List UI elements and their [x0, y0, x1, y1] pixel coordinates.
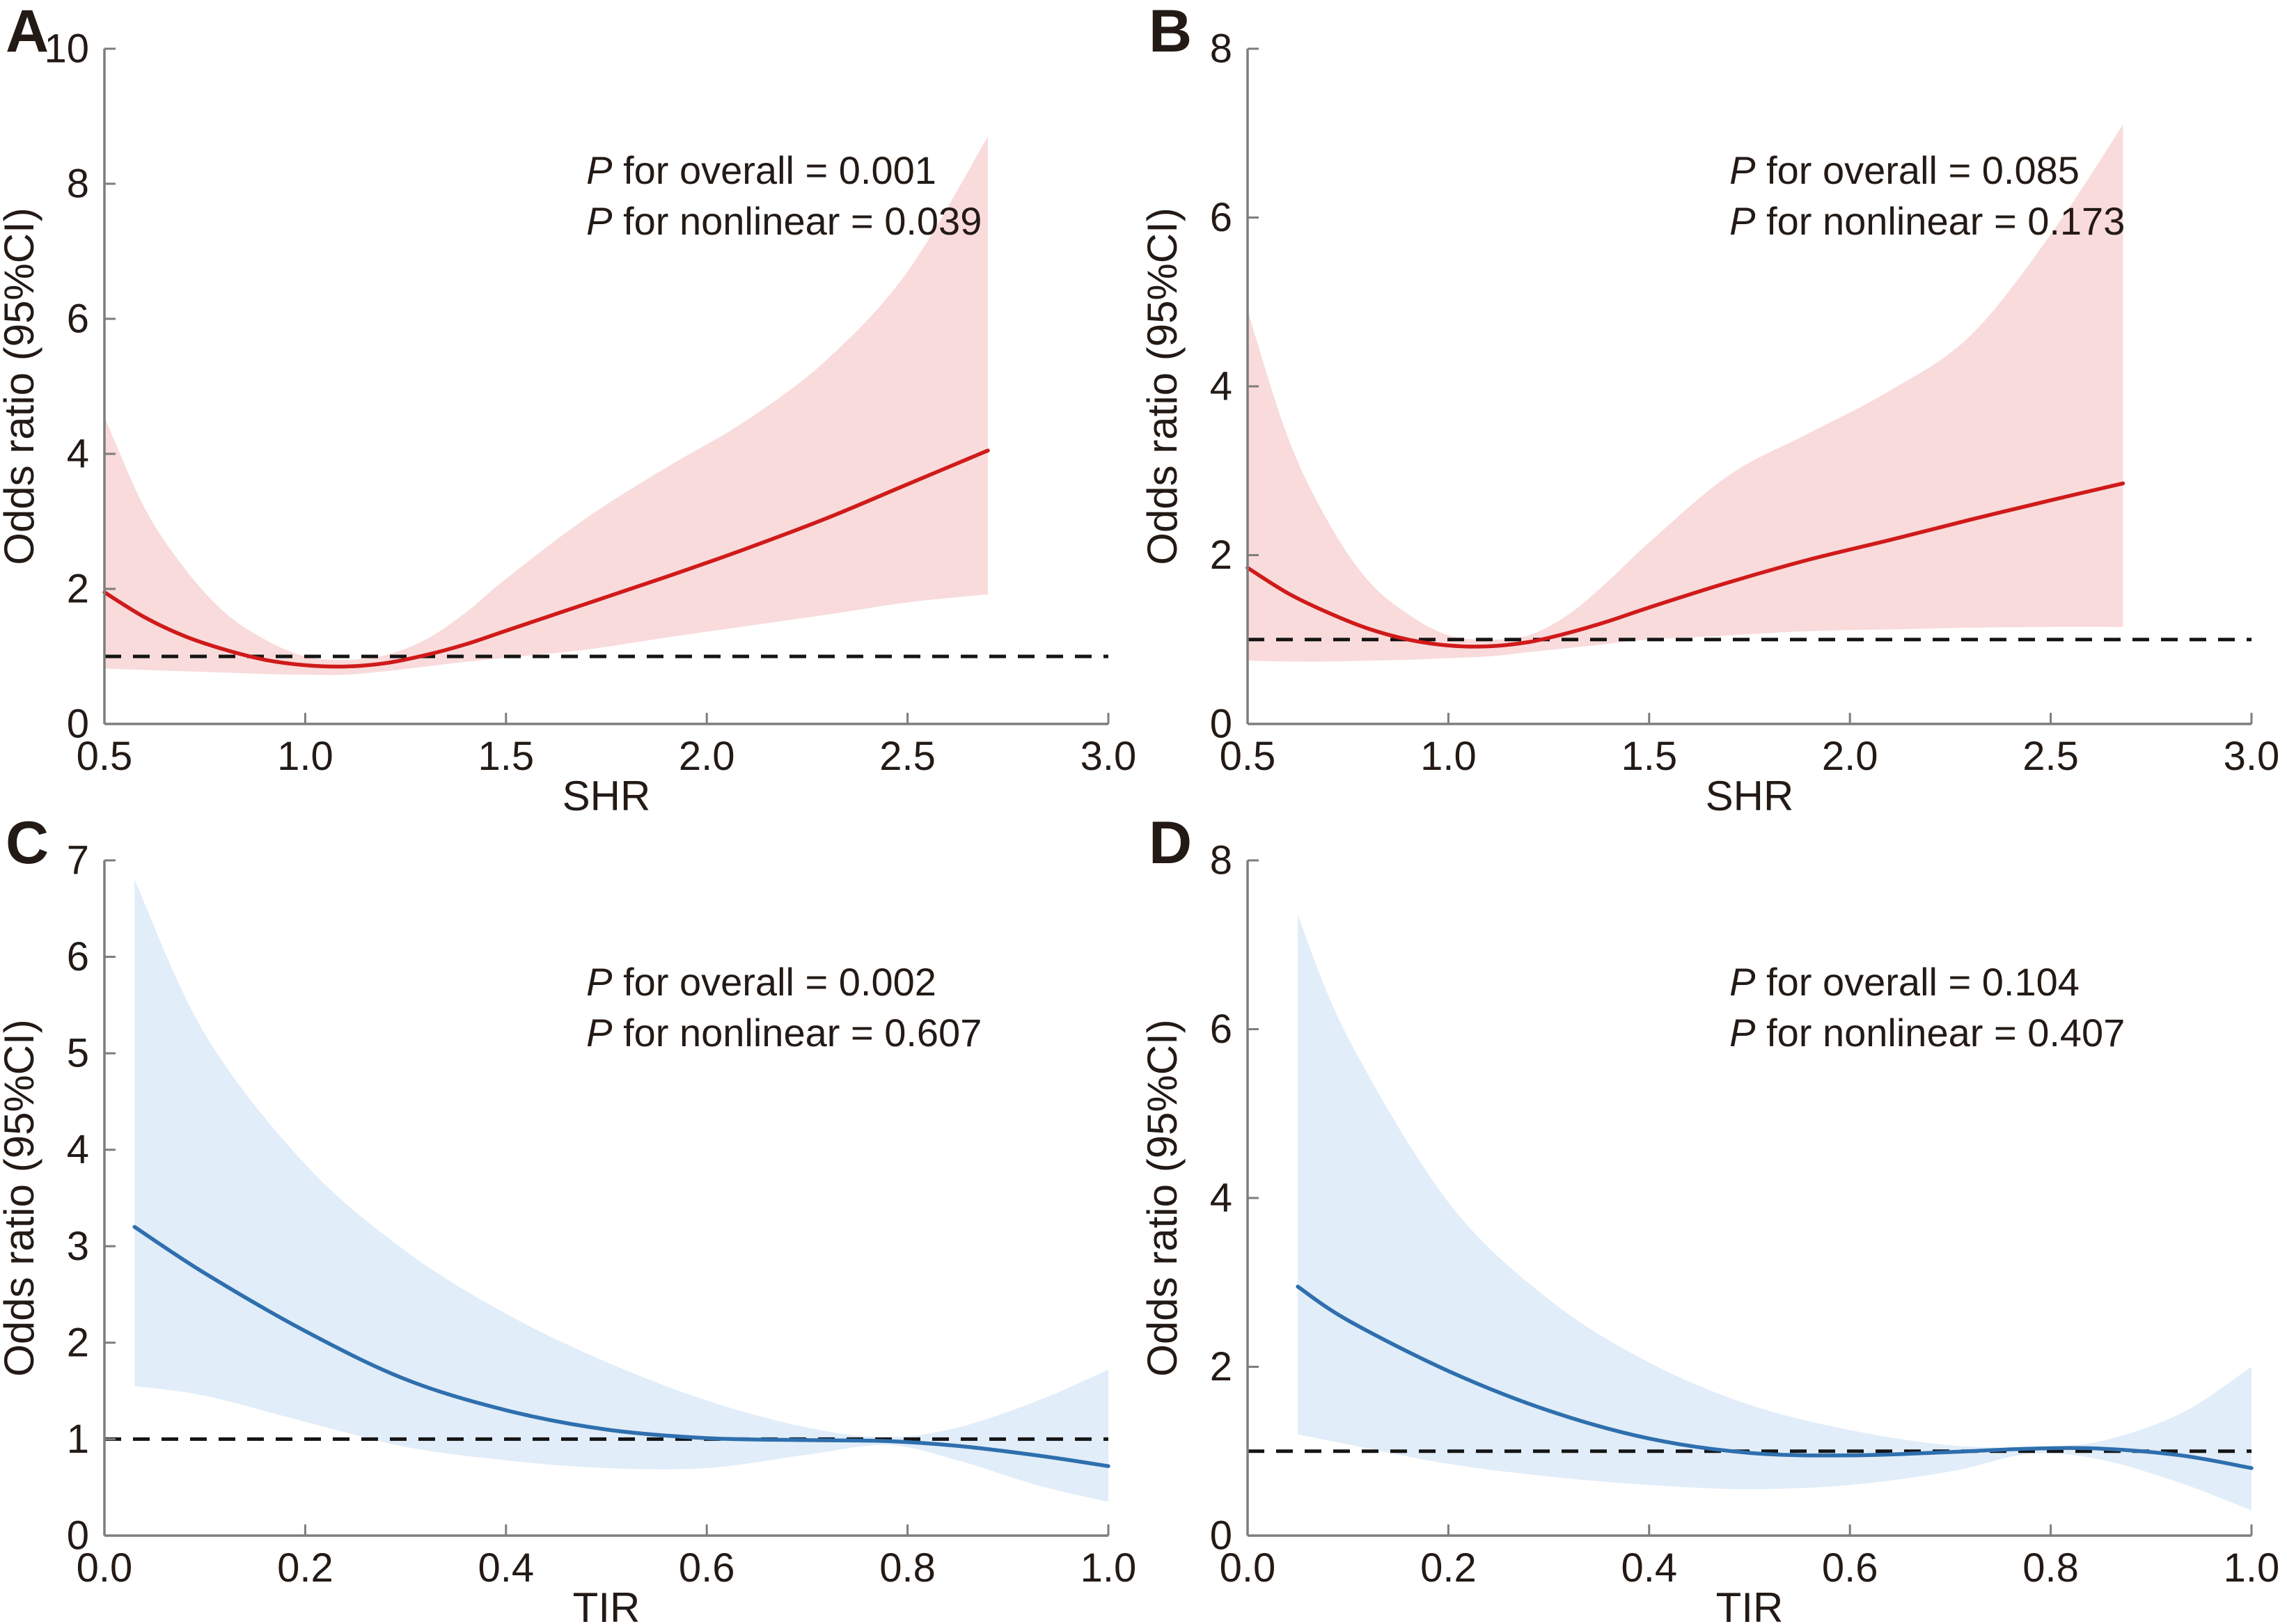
y-tick-label: 0	[1210, 702, 1232, 747]
y-tick-label: 8	[1210, 26, 1232, 72]
y-tick-label: 8	[67, 161, 89, 207]
x-tick-label: 3.0	[2224, 734, 2280, 779]
y-tick-label: 0	[67, 1513, 89, 1559]
y-tick-label: 6	[1210, 195, 1232, 240]
panel-d-chart: 0 2 4 6 8 0.0 0.2 0.4 0.6 0.8 1.0 TIR Odds ratio (95…	[1143, 838, 2280, 1624]
x-tick-label: 2.0	[1822, 734, 1878, 779]
panel-b-letter: B	[1149, 0, 1193, 65]
panel-c: C 0 1 2 3 4 5 6 7 0.0 0.2 0.4 0.6 0.8 1.0 TIR Odds rati…	[0, 812, 1143, 1624]
x-tick-label: 1.0	[1420, 734, 1477, 779]
y-tick-label: 2	[67, 567, 89, 612]
panel-c-letter: C	[6, 810, 49, 876]
y-axis-title: Odds ratio (95%CI)	[0, 1019, 42, 1377]
panel-a-letter: A	[6, 0, 49, 65]
x-tick-label: 0.6	[1822, 1545, 1878, 1591]
y-tick-label: 2	[1210, 533, 1232, 578]
or-curve	[1296, 1284, 2254, 1470]
y-tick-label: 7	[67, 838, 89, 883]
p-annotation: P for overall = 0.001	[586, 148, 936, 192]
y-tick-label: 5	[67, 1031, 89, 1076]
or-curve	[1245, 481, 2125, 649]
x-axis-title: TIR	[1716, 1584, 1784, 1623]
p-annotation: P for nonlinear = 0.039	[586, 199, 982, 243]
y-tick-label: 6	[67, 297, 89, 342]
y-tick-label: 4	[1210, 364, 1232, 409]
x-tick-label: 0.0	[77, 1545, 133, 1591]
p-annotation: P for overall = 0.104	[1729, 960, 2080, 1004]
y-tick-label: 0	[1210, 1513, 1232, 1559]
p-annotation: P for overall = 0.085	[1729, 148, 2080, 192]
panel-d-letter: D	[1149, 810, 1193, 876]
x-tick-label: 0.8	[2022, 1545, 2079, 1591]
panel-a-chart: 0 2 4 6 8 10 0.5 1.0 1.5 2.0 2.5 3.0 SHR Odds ratio (…	[0, 26, 1137, 812]
y-tick-label: 2	[67, 1320, 89, 1365]
panel-a: A 0 2 4 6 8 10 0.5 1.0 1.5 2.0 2.5 3.0 SHR Odds ratio…	[0, 0, 1143, 812]
y-axis-title: Odds ratio (95%CI)	[0, 207, 42, 565]
x-tick-label: 0.2	[1420, 1545, 1477, 1591]
ci-band	[134, 879, 1108, 1502]
panel-b-chart: 0 2 4 6 8 0.5 1.0 1.5 2.0 2.5 3.0 SHR Odds ratio (95…	[1143, 26, 2280, 812]
x-tick-label: 2.5	[2022, 734, 2079, 779]
p-annotation: P for nonlinear = 0.607	[586, 1011, 982, 1055]
y-tick-label: 8	[1210, 838, 1232, 883]
ci-band	[1248, 125, 2123, 662]
y-tick-label: 4	[67, 432, 89, 477]
x-axis-title: TIR	[573, 1584, 640, 1623]
x-tick-label: 0.6	[679, 1545, 735, 1591]
p-annotation: P for nonlinear = 0.173	[1729, 199, 2125, 243]
panel-b: B 0 2 4 6 8 0.5 1.0 1.5 2.0 2.5 3.0 SHR Odds ratio (…	[1143, 0, 2287, 812]
x-tick-label: 1.0	[2224, 1545, 2280, 1591]
x-tick-label: 0.4	[478, 1545, 534, 1591]
panel-d: D 0 2 4 6 8 0.0 0.2 0.4 0.6 0.8 1.0 TIR Odds ratio (…	[1143, 812, 2287, 1624]
y-tick-label: 6	[1210, 1007, 1232, 1052]
x-tick-label: 1.0	[1080, 1545, 1137, 1591]
y-tick-label: 10	[44, 26, 89, 72]
x-tick-label: 0.0	[1220, 1545, 1276, 1591]
x-tick-label: 0.8	[879, 1545, 936, 1591]
x-tick-label: 0.5	[1220, 734, 1276, 779]
x-tick-label: 1.0	[277, 734, 333, 779]
y-tick-label: 1	[67, 1417, 89, 1462]
y-tick-label: 0	[67, 702, 89, 747]
x-tick-label: 0.4	[1621, 1545, 1677, 1591]
x-tick-label: 0.5	[77, 734, 133, 779]
x-axis-title: SHR	[1706, 773, 1794, 812]
ci-band	[1298, 915, 2251, 1511]
y-axis-title: Odds ratio (95%CI)	[1143, 1019, 1186, 1377]
x-tick-label: 0.2	[277, 1545, 333, 1591]
panel-c-chart: 0 1 2 3 4 5 6 7 0.0 0.2 0.4 0.6 0.8 1.0 TIR Odds ratio …	[0, 838, 1137, 1624]
y-tick-label: 4	[67, 1127, 89, 1172]
x-axis-title: SHR	[563, 773, 651, 812]
y-tick-label: 2	[1210, 1344, 1232, 1389]
y-tick-label: 3	[67, 1224, 89, 1269]
y-tick-label: 6	[67, 934, 89, 979]
y-tick-label: 4	[1210, 1176, 1232, 1221]
p-annotation: P for overall = 0.002	[586, 960, 936, 1004]
x-tick-label: 2.0	[679, 734, 735, 779]
x-tick-label: 3.0	[1080, 734, 1137, 779]
p-annotation: P for nonlinear = 0.407	[1729, 1011, 2125, 1055]
or-curve	[132, 1224, 1110, 1468]
x-tick-label: 2.5	[879, 734, 936, 779]
x-tick-label: 1.5	[478, 734, 534, 779]
y-axis-title: Odds ratio (95%CI)	[1143, 207, 1186, 565]
x-tick-label: 1.5	[1621, 734, 1677, 779]
or-curve	[102, 448, 990, 669]
